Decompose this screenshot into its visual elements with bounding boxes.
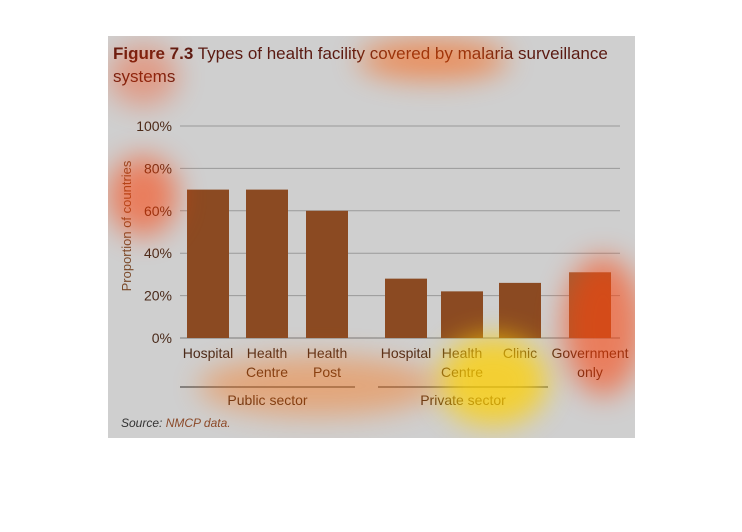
x-tick-label: Health	[247, 345, 287, 361]
x-tick-label: Centre	[441, 364, 483, 380]
x-tick-label: Government	[551, 345, 628, 361]
chart-plot: 0% 20% 40% 60% 80% 100% Proportion of countrie…	[119, 118, 629, 408]
bar	[441, 291, 483, 338]
x-tick-label: Post	[313, 364, 341, 380]
x-tick-label: Clinic	[503, 345, 537, 361]
figure-number: Figure 7.3	[113, 44, 194, 63]
bar	[499, 282, 541, 338]
x-tick-label: Hospital	[183, 345, 234, 361]
x-tick-label: Centre	[246, 364, 288, 380]
bar	[306, 210, 348, 338]
y-tick-label: 40%	[144, 245, 172, 261]
y-axis-label: Proportion of countries	[119, 160, 134, 291]
y-tick-label: 20%	[144, 288, 172, 304]
y-tick-label: 60%	[144, 203, 172, 219]
bar	[187, 189, 229, 338]
bar	[569, 272, 611, 338]
chart-figure: Figure 7.3 Types of health facility cove…	[108, 36, 635, 438]
bar	[385, 278, 427, 338]
x-tick-label: Health	[442, 345, 482, 361]
x-tick-label: Hospital	[381, 345, 432, 361]
group-label: Public sector	[227, 392, 307, 408]
source-text: NMCP data.	[165, 416, 231, 430]
chart-source: Source: NMCP data.	[121, 416, 231, 430]
x-tick-label: Health	[307, 345, 347, 361]
y-tick-label: 0%	[152, 330, 172, 346]
x-tick-label: only	[577, 364, 603, 380]
y-tick-label: 100%	[136, 118, 172, 134]
source-label: Source:	[121, 416, 163, 430]
y-tick-label: 80%	[144, 160, 172, 176]
group-label: Private sector	[420, 392, 506, 408]
bar	[246, 189, 288, 338]
